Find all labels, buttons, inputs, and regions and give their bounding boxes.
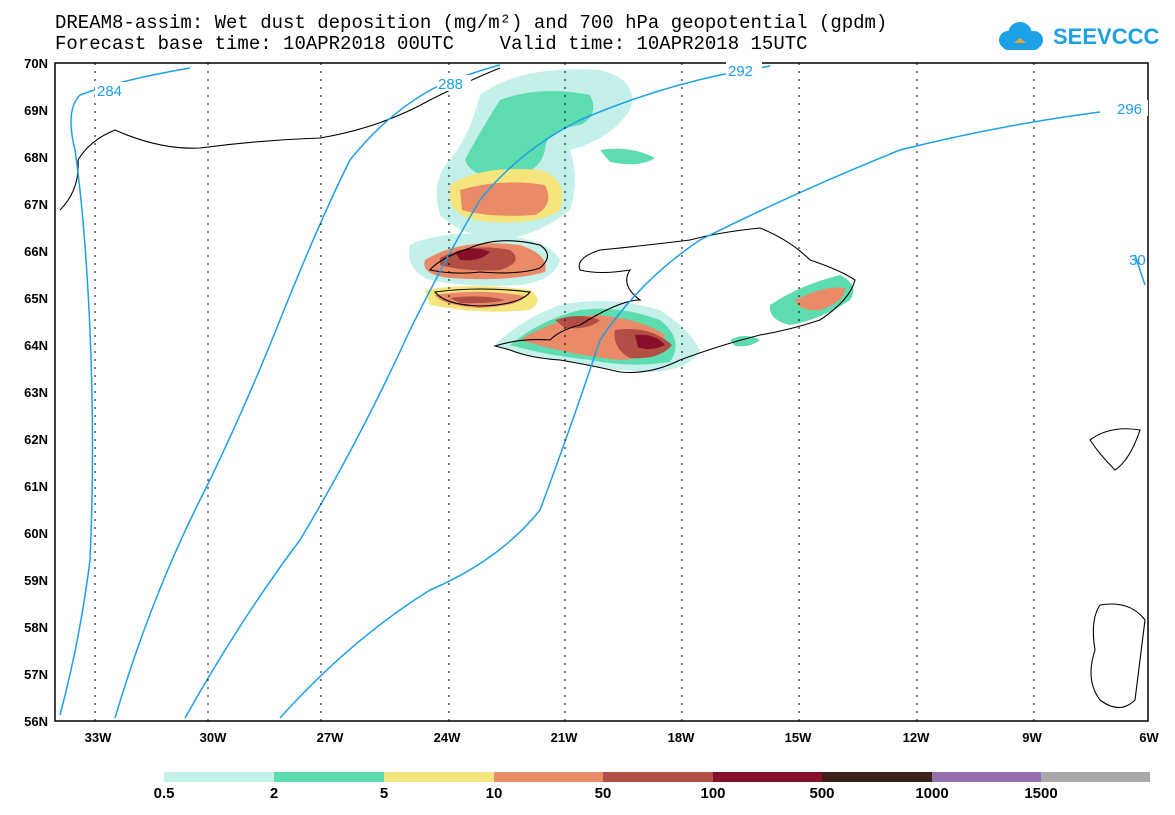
- geopotential-contours: [59, 64, 1146, 719]
- lat-label: 66N: [24, 244, 48, 259]
- lat-label: 63N: [24, 385, 48, 400]
- colorbar-label: 2: [269, 785, 279, 802]
- lat-label: 67N: [24, 197, 48, 212]
- lat-label: 59N: [24, 573, 48, 588]
- seevccc-logo: [999, 22, 1043, 50]
- lon-label: 33W: [85, 730, 112, 745]
- colorbar-label: 0.5: [153, 785, 175, 802]
- lat-label: 56N: [24, 714, 48, 729]
- colorbar-label: 1500: [1024, 785, 1058, 802]
- lon-label: 27W: [317, 730, 344, 745]
- lat-label: 70N: [24, 56, 48, 71]
- colorbar-segment: [1041, 772, 1150, 782]
- lon-label: 12W: [903, 730, 930, 745]
- lat-lon-grid: [94, 63, 1035, 721]
- contour-label-288: 288: [438, 76, 463, 93]
- colorbar-segment: [822, 772, 932, 782]
- lon-label: 18W: [668, 730, 695, 745]
- lon-label: 30W: [200, 730, 227, 745]
- lon-label: 15W: [785, 730, 812, 745]
- contour-label-292: 292: [728, 63, 753, 80]
- contour-label-296: 296: [1117, 101, 1142, 118]
- plot-frame: [54, 62, 1149, 722]
- colorbar-segment: [932, 772, 1041, 782]
- lon-label: 21W: [551, 730, 578, 745]
- cloud-icon: [999, 22, 1043, 50]
- colorbar-label: 100: [700, 785, 726, 802]
- colorbar-label: 10: [485, 785, 503, 802]
- lat-label: 60N: [24, 526, 48, 541]
- lon-label: 9W: [1022, 730, 1042, 745]
- colorbar-label: 1000: [915, 785, 949, 802]
- lat-label: 65N: [24, 291, 48, 306]
- map-title-line2: Forecast base time: 10APR2018 00UTC Vali…: [55, 33, 808, 55]
- colorbar-segment: [274, 772, 384, 782]
- coastline: [59, 67, 1146, 709]
- lon-label: 24W: [434, 730, 461, 745]
- lon-label: 6W: [1139, 730, 1159, 745]
- colorbar-segment: [713, 772, 822, 782]
- lat-label: 58N: [24, 620, 48, 635]
- lat-label: 69N: [24, 103, 48, 118]
- colorbar-label: 5: [379, 785, 389, 802]
- lat-label: 57N: [24, 667, 48, 682]
- contour-label-284: 284: [97, 83, 122, 100]
- colorbar-segment: [164, 772, 274, 782]
- colorbar-segment: [494, 772, 603, 782]
- lat-label: 61N: [24, 479, 48, 494]
- colorbar-segment: [603, 772, 713, 782]
- map-title-line1: DREAM8-assim: Wet dust deposition (mg/m²…: [55, 12, 888, 34]
- lat-label: 68N: [24, 150, 48, 165]
- lat-label: 64N: [24, 338, 48, 353]
- colorbar-label: 500: [809, 785, 835, 802]
- contour-label-300: 30: [1129, 252, 1146, 269]
- lat-label: 62N: [24, 432, 48, 447]
- colorbar-label: 50: [594, 785, 612, 802]
- dust-deposition-field: [409, 69, 854, 372]
- logo-text: SEEVCCC: [1053, 24, 1160, 49]
- colorbar-segment: [384, 772, 494, 782]
